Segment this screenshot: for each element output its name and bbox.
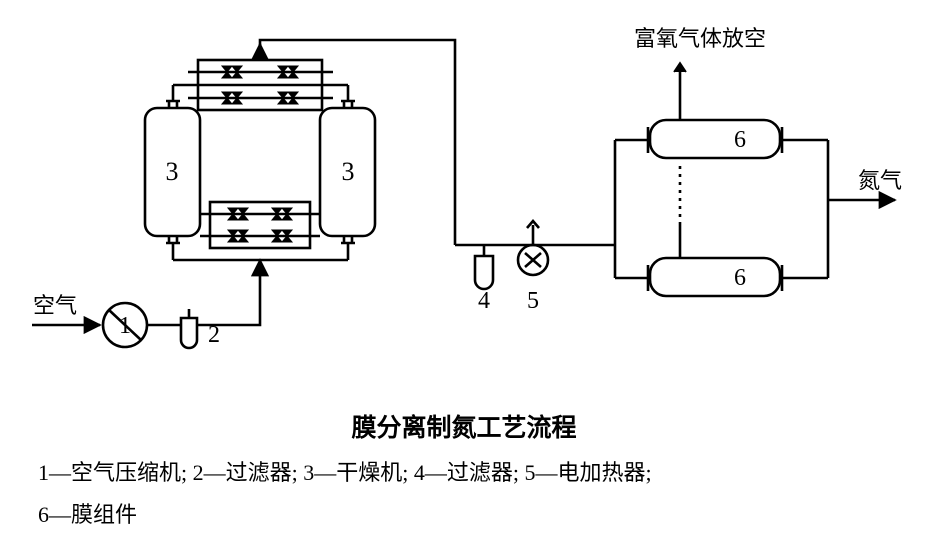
legend-1: 1—空气压缩机; <box>38 460 187 485</box>
num-compressor: 1 <box>119 313 131 339</box>
diagram-caption: 膜分离制氮工艺流程 <box>0 408 928 444</box>
heater-5: 5 <box>518 221 548 314</box>
equipment-legend: 1—空气压缩机; 2—过滤器; 3—干燥机; 4—过滤器; 5—电加热器; 6—… <box>38 452 890 536</box>
membrane-top: 6 <box>615 95 828 158</box>
label-air-in: 空气 <box>33 293 77 318</box>
membrane-bottom: 6 <box>615 162 828 296</box>
caption-text: 膜分离制氮工艺流程 <box>351 415 576 442</box>
legend-2: 2—过滤器; <box>193 460 298 485</box>
filter-4: 4 <box>475 245 493 314</box>
label-n2-out: 氮气 <box>858 168 902 193</box>
num-membrane-bottom: 6 <box>734 265 746 291</box>
process-flow-diagram: 空气 1 2 3 <box>0 0 928 390</box>
num-dryer-right: 3 <box>342 157 355 186</box>
compressor: 1 <box>103 303 147 347</box>
bottom-valve-bank <box>200 202 320 248</box>
legend-4: 4—过滤器; <box>414 460 519 485</box>
dryer-right: 3 <box>320 92 375 253</box>
filter-2: 2 <box>181 309 220 348</box>
num-filter-b: 4 <box>478 288 490 314</box>
num-heater: 5 <box>527 288 539 314</box>
legend-5: 5—电加热器; <box>525 460 652 485</box>
num-membrane-top: 6 <box>734 127 746 153</box>
legend-6: 6—膜组件 <box>38 502 137 527</box>
dryer-left: 3 <box>145 92 200 253</box>
legend-3: 3—干燥机; <box>303 460 408 485</box>
label-o2-vent: 富氧气体放空 <box>634 26 766 51</box>
num-dryer-left: 3 <box>166 157 179 186</box>
